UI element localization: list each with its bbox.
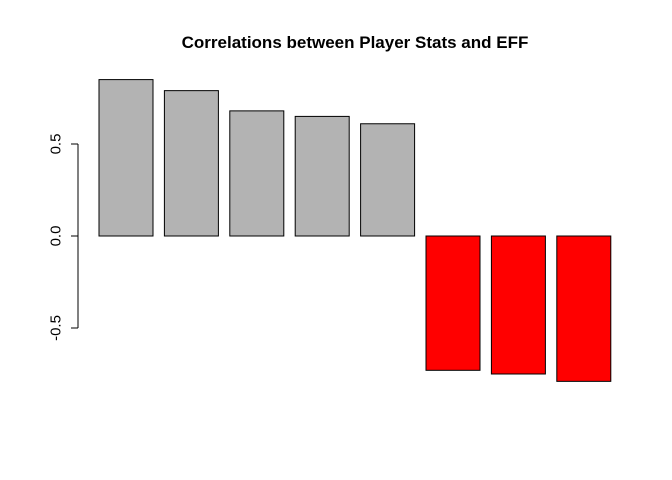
bar (294, 115, 350, 237)
y-tick-label: 0.0 (47, 226, 64, 247)
chart-title: Correlations between Player Stats and EF… (182, 33, 529, 52)
bar (163, 90, 219, 237)
bar (229, 110, 285, 237)
bars (98, 79, 612, 382)
bar (360, 123, 416, 237)
bar (98, 79, 154, 237)
bar (556, 235, 612, 382)
bar (425, 235, 481, 371)
y-axis: -0.5 0.0 0.5 (47, 134, 79, 341)
bar (490, 235, 546, 375)
y-tick-label: 0.5 (47, 134, 64, 155)
y-tick-label: -0.5 (47, 315, 64, 341)
